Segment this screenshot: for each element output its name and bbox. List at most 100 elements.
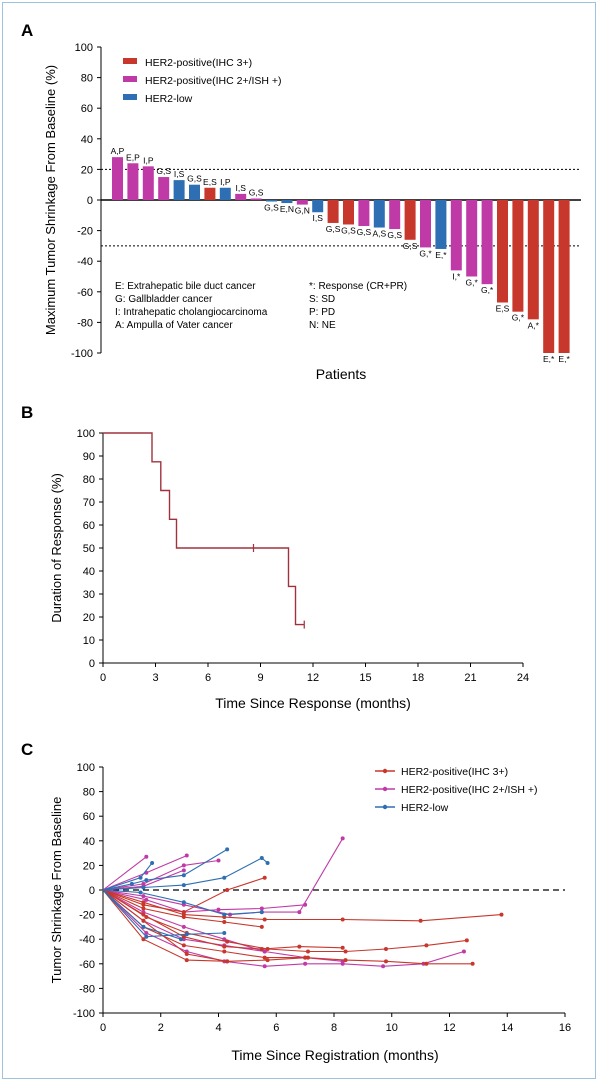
panel-a-x-label: Patients	[316, 366, 367, 382]
panel-c-label: C	[21, 740, 33, 759]
panel-a-bar-label: E,*	[435, 250, 447, 260]
panel-a-bar-label: G,S	[341, 225, 356, 235]
panel-a-bar-label: A,S	[372, 229, 386, 239]
panel-c-series-point	[181, 900, 186, 905]
panel-c-x-tick-label: 6	[273, 1022, 279, 1034]
panel-b-x-tick-label: 21	[464, 672, 476, 684]
panel-a-y-tick-label: -100	[71, 348, 93, 360]
panel-a-bar	[281, 200, 293, 204]
panel-a-bar-label: I,S	[312, 213, 323, 223]
panel-c-x-tick-label: 0	[100, 1022, 106, 1034]
panel-b-y-tick-label: 40	[83, 566, 95, 578]
panel-c-series-point	[225, 888, 230, 892]
panel-c-series-point	[141, 924, 146, 929]
panel-b-y-tick-label: 30	[83, 589, 95, 601]
panel-c-legend-marker	[382, 786, 388, 792]
panel-c-y-tick-label: 100	[77, 762, 95, 774]
panel-a-bar	[466, 200, 478, 277]
panel-c-series-point	[297, 910, 302, 915]
panel-a-bar	[312, 200, 324, 213]
panel-c-series-point	[259, 924, 264, 929]
panel-b-km-curve	[103, 432, 305, 626]
panel-a-bar-label: I,S	[174, 169, 185, 179]
panel-a-bar-label: G,N	[295, 206, 310, 216]
panel-a-legend-label: HER2-positive(IHC 3+)	[145, 57, 252, 69]
panel-a-bar-label: E,S	[496, 304, 510, 314]
panel-c-series-point	[340, 961, 345, 966]
panel-a-y-tick-label: 80	[81, 73, 93, 85]
panel-c-x-label: Time Since Registration (months)	[231, 1047, 438, 1063]
panel-a-bar	[558, 200, 570, 353]
panel-c-series-point	[141, 918, 146, 923]
panel-a-bar-label: G,S	[249, 187, 264, 197]
panel-a-bar-label: G,*	[419, 248, 432, 258]
panel-a-bar	[296, 200, 308, 205]
panel-c-series-line	[102, 877, 265, 913]
panel-b-x-tick-label: 6	[205, 672, 211, 684]
panel-c-series-point	[222, 875, 227, 880]
panel-a-y-tick-label: -60	[77, 287, 93, 299]
panel-a-bar	[189, 184, 200, 200]
panel-a-bar-label: I,*	[452, 271, 461, 281]
panel-b-x-tick-label: 3	[152, 672, 158, 684]
panel-c-series-point	[144, 878, 149, 883]
panel-c-series-point	[259, 910, 264, 915]
panel-c-y-tick-label: -80	[79, 983, 95, 995]
panel-c-series-point	[461, 949, 466, 954]
panel-c-y-tick-label: -100	[73, 1008, 95, 1020]
panel-a-legend-swatch	[123, 94, 137, 100]
panel-c-series-point	[424, 943, 429, 948]
panel-a-bar-label: G,S	[156, 166, 171, 176]
panel-c-series-point	[303, 961, 308, 966]
panel-c-series-point	[144, 854, 149, 859]
panel-c-series-point	[262, 964, 267, 969]
panel-b-x-tick-label: 0	[100, 672, 106, 684]
panel-b-y-label: Duration of Response (%)	[49, 473, 64, 623]
panel-a-bar	[512, 200, 524, 312]
panel-a-legend-swatch	[123, 58, 137, 64]
panel-a-bar	[235, 193, 247, 200]
panel-c-series-line	[102, 859, 219, 891]
panel-c-y-tick-label: 60	[83, 811, 95, 823]
panel-a-key-right-item: N: NE	[309, 320, 336, 331]
panel-a-bar-label: E,*	[558, 354, 570, 364]
panel-a-bar	[158, 177, 170, 200]
panel-a-bar	[219, 187, 231, 200]
panel-c-series-point	[181, 915, 186, 920]
panel-a-key-right-item: S: SD	[309, 294, 335, 305]
panel-c-series-point	[262, 917, 267, 922]
panel-c-series-point	[150, 860, 155, 865]
panel-a-y-tick-label: 60	[81, 103, 93, 115]
panel-a-key-left-item: I: Intrahepatic cholangiocarcinoma	[115, 307, 268, 318]
panel-a-y-tick-label: 100	[75, 42, 93, 54]
panel-a-legend-swatch	[123, 76, 137, 82]
panel-c-series-point	[262, 955, 267, 960]
panel-a-bar-label: E,N	[280, 204, 294, 214]
panel-a-bar	[389, 200, 401, 230]
panel-c-series-point	[222, 937, 227, 942]
panel-a-bar-label: E,S	[203, 177, 217, 187]
panel-b-y-tick-label: 0	[89, 658, 95, 670]
panel-c-x-tick-label: 2	[158, 1022, 164, 1034]
panel-c-x-tick-label: 10	[386, 1022, 398, 1034]
panel-c-series-point	[141, 885, 146, 890]
panel-a-bar-label: I,P	[143, 155, 154, 165]
panel-c-y-tick-label: 0	[89, 885, 95, 897]
panel-c-series-point	[340, 945, 345, 950]
panel-c-series-line	[102, 889, 306, 913]
panel-c-series-point	[499, 912, 504, 917]
panel-a-y-label: Maximum Tumor Shrinkage From Baseline (%…	[43, 65, 58, 335]
panel-c-series-point	[343, 958, 348, 963]
panel-a-bar	[343, 200, 354, 225]
panel-a-bar-label: G,S	[264, 203, 279, 213]
panel-c-series-point	[225, 959, 230, 964]
panel-a-y-tick-label: -40	[77, 256, 93, 268]
panel-a-bar	[204, 187, 216, 200]
panel-c-series-point	[181, 924, 186, 929]
panel-c-series-point	[216, 858, 221, 863]
panel-c-series-point	[181, 883, 186, 888]
panel-a-bar-label: G,S	[403, 241, 418, 251]
panel-c-series-line	[102, 889, 467, 953]
panel-a-y-tick-label: 0	[87, 195, 93, 207]
